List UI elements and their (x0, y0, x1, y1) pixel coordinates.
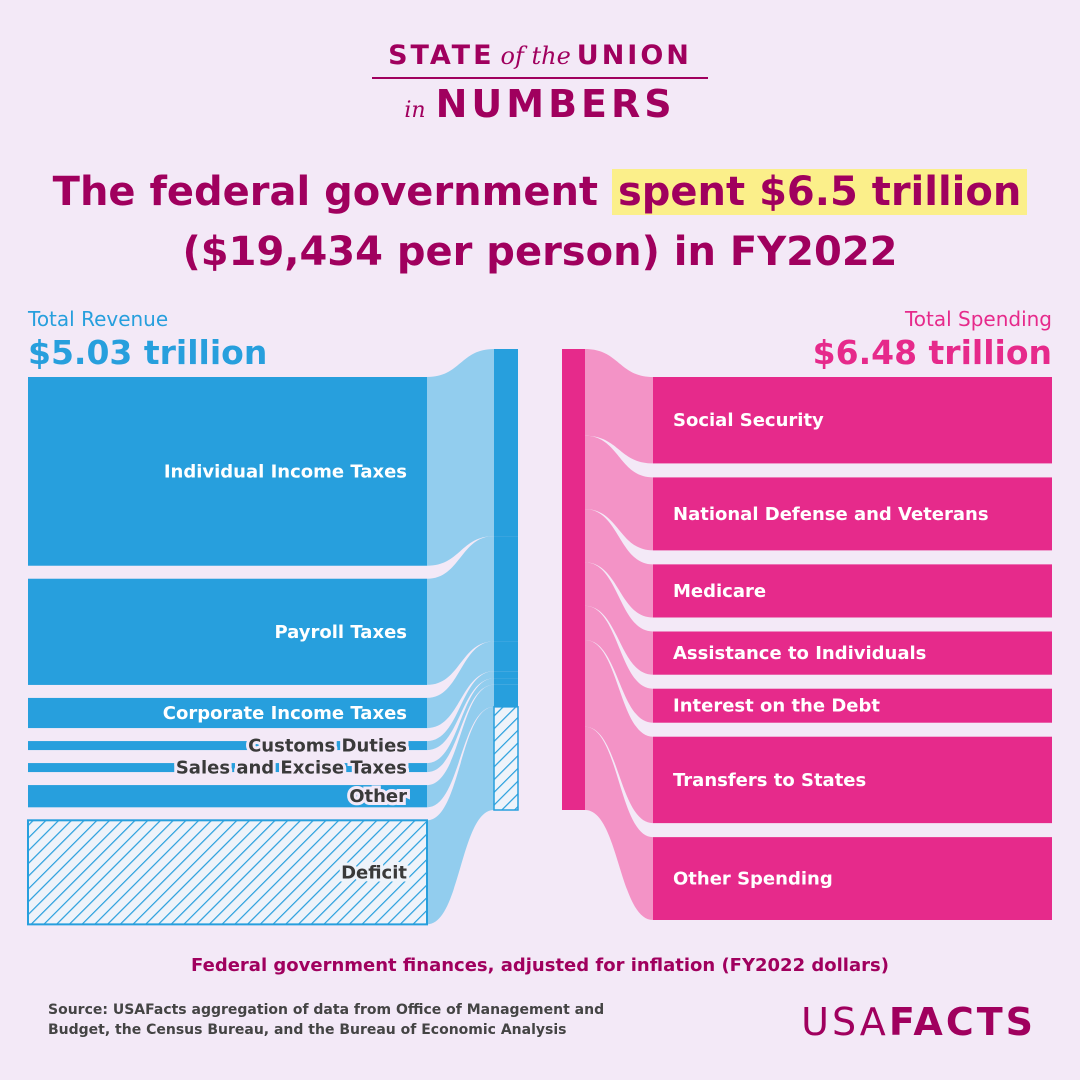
brand-word-union: UNION (576, 40, 692, 71)
brand-divider (372, 77, 708, 79)
revenue-bar-other (28, 785, 427, 808)
spending-label-transfers-to-states: Transfers to States (673, 770, 866, 791)
logo-facts: FACTS (888, 1000, 1036, 1044)
brand-word-state: STATE (388, 40, 495, 71)
brand-title-line2: in NUMBERS (0, 82, 1080, 126)
source-note: Source: USAFacts aggregation of data fro… (48, 1002, 605, 1038)
spending-bar-interest-on-the-debt (653, 688, 1052, 723)
spending-flow-interest-on-the-debt (585, 605, 653, 723)
revenue-label-customs-duties: Customs Duties (248, 736, 407, 757)
spending-bar-social-security (653, 377, 1052, 464)
spending-label-national-defense-and-veterans: National Defense and Veterans (673, 504, 989, 525)
spending-label-other-spending: Other Spending (673, 869, 833, 890)
revenue-total-segment-individual-income-taxes (494, 349, 518, 537)
spending-flow-assistance-to-individuals (585, 562, 653, 675)
spending-total-bar (562, 349, 585, 810)
revenue-total-segment-payroll-taxes (494, 536, 518, 642)
revenue-bar-sales-and-excise-taxes (28, 763, 427, 773)
brand-word-of-the: of the (500, 42, 571, 70)
revenue-bar-payroll-taxes (28, 578, 427, 685)
spending-flow-transfers-to-states (585, 639, 653, 824)
spending-bar-transfers-to-states (653, 736, 1052, 824)
revenue-flow-other (427, 684, 494, 808)
headline-line1: The federal government spent $6.5 trilli… (0, 162, 1080, 222)
revenue-total-segment-customs-duties (494, 671, 518, 679)
usafacts-logo: USAFACTS (801, 1000, 1036, 1044)
spending-bar-national-defense-and-veterans (653, 477, 1052, 551)
spending-total: $6.48 trillion (812, 333, 1052, 372)
revenue-bar-customs-duties (28, 741, 427, 751)
brand-title-line1: STATE of the UNION (0, 40, 1080, 71)
spending-flow-social-security (585, 349, 653, 464)
headline-pre: The federal government (52, 169, 599, 215)
revenue-label-other: Other (349, 786, 407, 807)
headline-line2: ($19,434 per person) in FY2022 (182, 229, 898, 275)
revenue-total-segment-deficit (493, 706, 519, 811)
revenue-flow-deficit (427, 706, 494, 925)
spending-label-social-security: Social Security (673, 410, 824, 431)
revenue-label-individual-income-taxes: Individual Income Taxes (164, 461, 407, 482)
revenue-label-corporate-income-taxes: Corporate Income Taxes (163, 703, 407, 724)
revenue-label: Total Revenue (28, 307, 169, 331)
revenue-bar-individual-income-taxes (28, 377, 427, 566)
logo-usa: USA (801, 1000, 889, 1044)
spending-label: Total Spending (904, 307, 1052, 331)
revenue-flow-sales-and-excise-taxes (427, 678, 494, 773)
revenue-label-payroll-taxes: Payroll Taxes (274, 622, 407, 643)
revenue-total: $5.03 trillion (28, 333, 268, 372)
revenue-label-sales-and-excise-taxes: Sales and Excise Taxes (176, 758, 407, 779)
spending-label-assistance-to-individuals: Assistance to Individuals (673, 643, 926, 664)
revenue-flow-payroll-taxes (427, 536, 494, 685)
revenue-bar-deficit (27, 819, 428, 926)
spending-bar-other-spending (653, 837, 1052, 920)
brand-word-numbers: NUMBERS (435, 82, 676, 126)
revenue-total-segment-sales-and-excise-taxes (494, 678, 518, 685)
brand-word-in: in (404, 98, 426, 123)
spending-flow-medicare (585, 509, 653, 618)
spending-label-medicare: Medicare (673, 581, 766, 602)
chart-footnote: Federal government finances, adjusted fo… (191, 955, 889, 976)
revenue-bar-corporate-income-taxes (28, 697, 427, 729)
revenue-flow-customs-duties (427, 671, 494, 751)
spending-bar-assistance-to-individuals (653, 631, 1052, 675)
revenue-total-segment-corporate-income-taxes (494, 641, 518, 672)
spending-flow-national-defense-and-veterans (585, 435, 653, 551)
revenue-flow-corporate-income-taxes (427, 641, 494, 729)
spending-bar-medicare (653, 564, 1052, 618)
headline-highlight: spent $6.5 trillion (611, 169, 1028, 215)
revenue-label-deficit: Deficit (341, 862, 407, 883)
revenue-flow-individual-income-taxes (427, 349, 494, 566)
spending-label-interest-on-the-debt: Interest on the Debt (673, 696, 880, 717)
revenue-total-segment-other (494, 684, 518, 707)
spending-flow-other-spending (585, 726, 653, 920)
